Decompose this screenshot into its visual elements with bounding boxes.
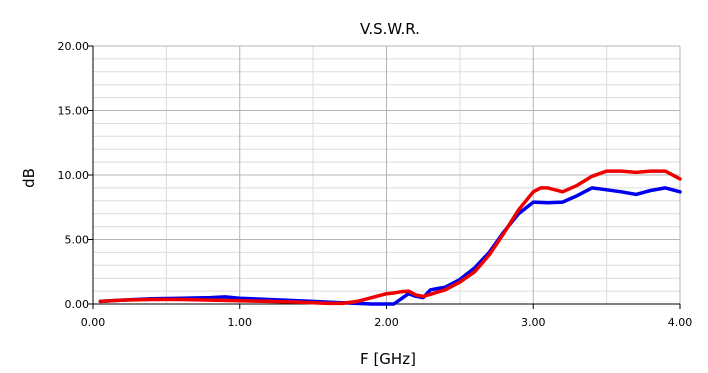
x-tick-label: 4.00 [668,316,693,329]
x-axis-label: F [GHz] [360,350,416,368]
y-tick-label: 5.00 [65,234,90,247]
x-tick-label: 2.00 [374,316,399,329]
y-tick-label: 20.00 [58,40,90,53]
series-line-2 [98,169,682,306]
y-axis-label: dB [20,168,38,188]
y-tick-label: 10.00 [58,169,90,182]
y-tick-label: 15.00 [58,105,90,118]
x-tick-label: 1.00 [228,316,253,329]
series-line-1 [98,186,682,306]
chart-title: V.S.W.R. [360,20,420,38]
x-tick-label: 3.00 [521,316,546,329]
x-tick-label: 0.00 [81,316,106,329]
y-tick-label: 0.00 [65,298,90,311]
plot-area: 0.00 5.00 10.00 15.00 20.00 0.00 1.00 2.00 3.00 4… [58,40,693,329]
